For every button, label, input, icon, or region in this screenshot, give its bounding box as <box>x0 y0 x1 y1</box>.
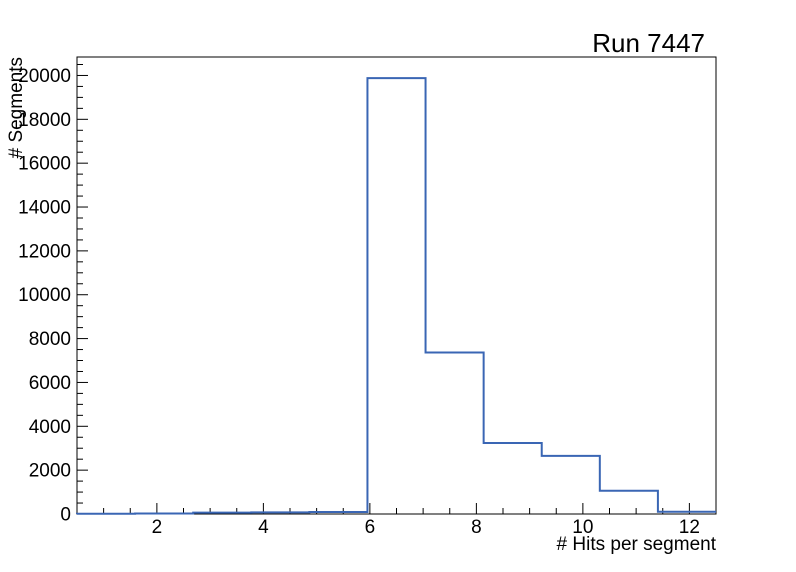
x-tick-label: 8 <box>471 517 482 538</box>
histogram-line <box>76 77 716 515</box>
y-tick-label: 20000 <box>18 66 71 87</box>
y-tick-label: 4000 <box>29 417 71 438</box>
y-tick-label: 14000 <box>18 198 71 219</box>
y-tick-label: 16000 <box>18 154 71 175</box>
x-tick-label: 10 <box>572 517 593 538</box>
x-tick-label: 6 <box>365 517 376 538</box>
y-tick-label: 8000 <box>29 329 71 350</box>
plot-frame <box>76 56 717 515</box>
y-tick-label: 18000 <box>18 110 71 131</box>
x-tick-label: 2 <box>152 517 163 538</box>
x-axis-title: # Hits per segment <box>556 534 716 555</box>
y-tick-label: 0 <box>60 505 71 526</box>
y-tick-label: 12000 <box>18 241 71 262</box>
x-tick-label: 12 <box>679 517 700 538</box>
y-tick-label: 2000 <box>29 461 71 482</box>
y-tick-label: 6000 <box>29 373 71 394</box>
y-tick-label: 10000 <box>18 285 71 306</box>
plot-title: Run 7447 <box>592 28 705 58</box>
x-tick-label: 4 <box>258 517 269 538</box>
